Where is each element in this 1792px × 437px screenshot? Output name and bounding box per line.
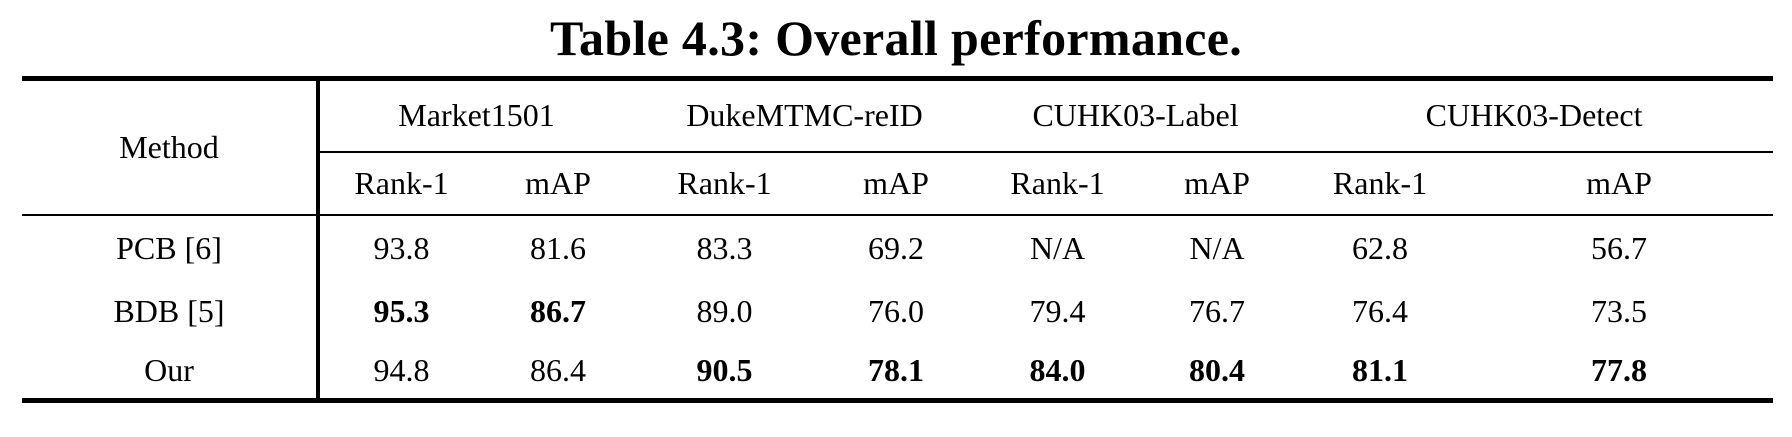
method-cell: Our	[22, 342, 320, 403]
dataset-header-row: Method Market1501 DukeMTMC-reID CUHK03-L…	[22, 76, 1774, 215]
dataset-header-cuhk03-detect: CUHK03-Detect	[1295, 76, 1774, 153]
metric-header: mAP	[1184, 164, 1250, 201]
metric-header: Rank-1	[1010, 164, 1105, 201]
table-row: BDB [5] 95.3 86.7 89.0 76.0 79.4 76.7 76…	[22, 280, 1773, 343]
metric-header: Rank-1	[1332, 164, 1428, 201]
value-cell: 83.3	[633, 213, 816, 281]
metric-header: mAP	[1586, 164, 1652, 201]
value-cell: 62.8	[1295, 213, 1466, 281]
value-cell: 76.7	[1189, 293, 1246, 329]
value-cell: 81.1	[1295, 342, 1466, 403]
value-cell: 90.5	[633, 342, 816, 403]
value-cell: N/A	[1139, 213, 1296, 281]
value-cell: 56.7	[1465, 213, 1774, 281]
value-cell: 76.4	[1352, 293, 1409, 329]
dataset-header-cuhk03-label: CUHK03-Label	[976, 76, 1296, 153]
metric-header: mAP	[863, 164, 929, 201]
metric-header: Rank-1	[354, 164, 449, 201]
value-cell: 80.4	[1139, 342, 1296, 403]
value-cell: 86.7	[530, 293, 586, 329]
method-header: Method	[22, 76, 320, 215]
value-cell: 95.3	[373, 293, 430, 329]
table-row: Our 94.8 86.4 90.5 78.1 84.0 80.4 81.1 7…	[22, 342, 1774, 403]
value-cell: 84.0	[976, 342, 1140, 403]
value-cell: 77.8	[1465, 342, 1774, 403]
metric-header-row: Rank-1 mAP Rank-1 mAP Rank-1 mAP Rank-1 …	[22, 152, 1773, 215]
value-cell: 79.4	[1029, 293, 1086, 329]
value-cell: 76.0	[868, 293, 924, 329]
metric-header: Rank-1	[677, 164, 772, 201]
performance-table: Method Market1501 DukeMTMC-reID CUHK03-L…	[22, 76, 1774, 403]
table-row: PCB [6] 93.8 81.6 83.3 69.2 N/A N/A 62.8…	[22, 213, 1774, 281]
value-cell: 94.8	[318, 342, 483, 403]
value-cell: 89.0	[696, 293, 753, 329]
table-caption: Table 4.3: Overall performance.	[549, 10, 1243, 66]
value-cell: N/A	[976, 213, 1140, 281]
value-cell: 78.1	[816, 342, 977, 403]
dataset-header-market1501: Market1501	[318, 76, 633, 153]
dataset-header-dukemtmc-reid: DukeMTMC-reID	[633, 76, 977, 153]
value-cell: 93.8	[318, 213, 483, 281]
performance-table-container: Method Market1501 DukeMTMC-reID CUHK03-L…	[22, 76, 1774, 403]
method-cell: BDB [5]	[22, 280, 320, 343]
value-cell: 86.4	[483, 342, 633, 403]
method-cell: PCB [6]	[22, 213, 320, 281]
metric-header: mAP	[525, 164, 591, 201]
value-cell: 81.6	[483, 213, 633, 281]
value-cell: 73.5	[1591, 293, 1648, 329]
value-cell: 69.2	[816, 213, 977, 281]
